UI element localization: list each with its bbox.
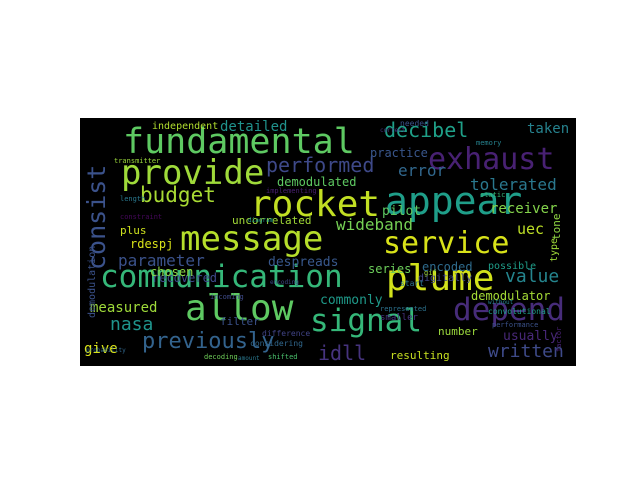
word: uncorrelated [232, 214, 312, 227]
word: allow [185, 288, 294, 329]
word: without [488, 299, 514, 306]
word: series [368, 262, 412, 276]
word: length [120, 195, 146, 203]
word: decibel [384, 118, 469, 142]
word: measured [90, 300, 158, 316]
word: independent [152, 121, 219, 132]
word: signal [310, 303, 422, 339]
word: appear [385, 179, 523, 223]
word: considering [250, 339, 303, 348]
word: represented [380, 305, 427, 313]
word: incoming [210, 293, 244, 301]
word: number [438, 325, 478, 338]
word: wideband [336, 215, 414, 234]
word: communication [100, 259, 343, 295]
word: digitally [418, 273, 473, 284]
word: chosen [150, 265, 194, 279]
word: shifted [268, 353, 298, 361]
word: plume [386, 258, 495, 299]
word: fundamental [123, 122, 355, 162]
word: filter [220, 315, 260, 328]
word: resulting [390, 349, 450, 362]
word: smaller [380, 313, 418, 323]
word-cloud: fundamental provide rocket appear messag… [80, 118, 576, 366]
word: static [480, 191, 506, 199]
word: demodulated [277, 175, 357, 189]
word: tone [550, 213, 563, 241]
word: receiver [490, 201, 558, 217]
word: difference [262, 329, 311, 338]
word: correct [380, 127, 406, 134]
word: idll [318, 341, 367, 365]
word: written [488, 341, 564, 362]
word: decoding [204, 353, 238, 361]
word: convolutional [488, 307, 551, 316]
word: implementing [266, 187, 317, 195]
word: demodulator [471, 289, 551, 303]
word: factor [555, 326, 563, 352]
word: error [398, 161, 447, 180]
word: constraint [120, 213, 163, 221]
word: type [549, 237, 560, 262]
word: message [180, 219, 324, 259]
word: despreads [268, 255, 339, 270]
word: encoding [270, 279, 299, 286]
word: taken [527, 121, 570, 137]
word: tolerated [470, 175, 557, 194]
word: nasa [110, 314, 154, 335]
word: previously [142, 329, 275, 354]
word: performance [492, 321, 539, 329]
word: performed [266, 153, 375, 177]
word: recovered [152, 271, 218, 285]
word: budget [140, 183, 216, 207]
word: gif [424, 269, 437, 277]
word: diagram [248, 217, 274, 224]
word: detailed [220, 119, 288, 135]
word: service [383, 226, 510, 261]
word: usually [503, 329, 558, 344]
word: transmitter [114, 157, 161, 165]
word: exhaust [428, 142, 555, 177]
word: rocket [250, 184, 381, 225]
word: possible [488, 261, 537, 272]
word: give [84, 341, 118, 357]
word: practice [370, 146, 428, 160]
word: amount [238, 355, 260, 362]
word: start [400, 279, 425, 288]
word: pilot [382, 204, 422, 219]
word: value [505, 266, 560, 287]
word: probability [86, 347, 126, 354]
word: depend [453, 292, 565, 328]
word: encoded [422, 260, 473, 274]
word: needed [400, 119, 429, 128]
word: memory [476, 139, 502, 147]
word: plus [120, 224, 147, 237]
word: uec [517, 220, 545, 238]
word: rdespj [130, 237, 174, 251]
word: parameter [118, 251, 205, 270]
word: provide [121, 153, 265, 193]
word: demodulation [87, 245, 98, 318]
word: commonly [320, 293, 383, 308]
